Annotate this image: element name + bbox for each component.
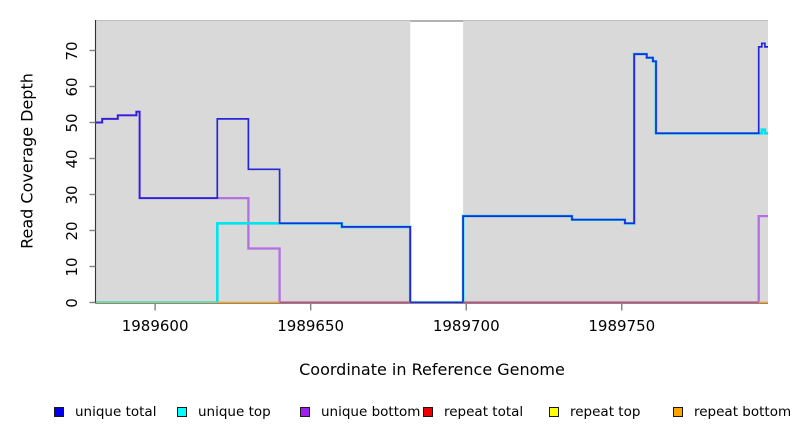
x-axis-title: Coordinate in Reference Genome bbox=[299, 360, 565, 379]
legend-swatch bbox=[300, 407, 310, 417]
legend-swatch bbox=[549, 407, 559, 417]
y-axis-title: Read Coverage Depth bbox=[17, 73, 37, 249]
y-tick-label: 10 bbox=[63, 256, 81, 277]
legend-label: unique top bbox=[198, 404, 271, 420]
legend-label: repeat top bbox=[570, 404, 641, 420]
coverage-gap-region bbox=[410, 20, 464, 303]
x-tick-label: 1989700 bbox=[432, 317, 500, 335]
y-tick-label: 20 bbox=[63, 220, 81, 241]
legend-item-repeat-total: repeat total bbox=[423, 404, 523, 420]
x-tick-label: 1989650 bbox=[277, 317, 345, 335]
legend-item-repeat-top: repeat top bbox=[549, 404, 640, 420]
legend-label: repeat bottom bbox=[694, 404, 792, 420]
x-tick-label: 1989750 bbox=[588, 317, 656, 335]
legend-swatch bbox=[177, 407, 187, 417]
legend-item-unique-top: unique top bbox=[177, 404, 271, 420]
legend-swatch bbox=[673, 407, 683, 417]
y-tick-label: 60 bbox=[63, 76, 81, 97]
legend-item-repeat-bottom: repeat bottom bbox=[673, 404, 791, 420]
x-tick-label: 1989600 bbox=[121, 317, 189, 335]
y-tick-label: 40 bbox=[63, 148, 81, 169]
legend-label: unique total bbox=[75, 404, 157, 420]
legend-item-unique-total: unique total bbox=[54, 404, 156, 420]
legend-label: repeat total bbox=[444, 404, 524, 420]
y-tick-label: 0 bbox=[63, 297, 81, 308]
series-unique-total bbox=[96, 42, 768, 304]
legend-item-unique-bottom: unique bottom bbox=[300, 404, 420, 420]
legend-label: unique bottom bbox=[321, 404, 421, 420]
y-tick-label: 50 bbox=[63, 112, 81, 133]
legend-swatch bbox=[54, 407, 64, 417]
legend-swatch bbox=[423, 407, 433, 417]
y-tick-label: 30 bbox=[63, 184, 81, 205]
y-tick-label: 70 bbox=[63, 40, 81, 61]
